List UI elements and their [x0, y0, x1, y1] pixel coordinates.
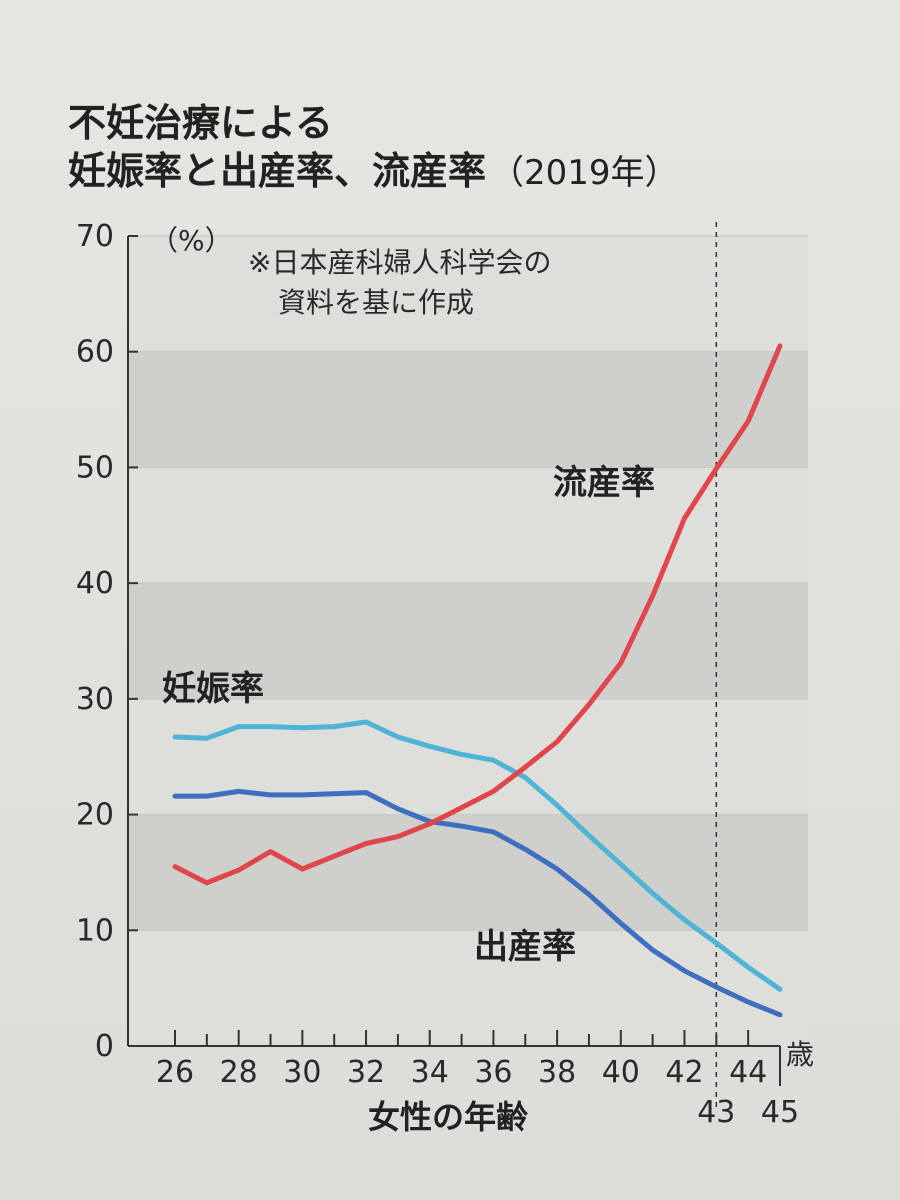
chart-title-line2: 妊娠率と出産率、流産率 （2019年） — [68, 140, 679, 195]
y-tick-label-20: 20 — [76, 798, 114, 833]
axes — [127, 235, 781, 1086]
x-tick-label-40: 40 — [602, 1055, 640, 1090]
y-axis-unit: （%） — [150, 224, 233, 257]
y-tick-label-70: 70 — [76, 219, 114, 254]
x-tick-label-lower-45: 45 — [761, 1095, 799, 1130]
source-note-line2: 資料を基に作成 — [278, 286, 474, 319]
band-1 — [128, 814, 808, 931]
series-line-miscarriage-rate — [172, 343, 783, 886]
y-tick-labels: 0 10 20 30 40 50 60 70 — [76, 219, 114, 1064]
series-lines — [172, 343, 783, 1018]
y-tick-label-0: 0 — [95, 1029, 114, 1064]
x-tick-label-28: 28 — [220, 1055, 258, 1090]
band-3 — [128, 583, 808, 699]
y-tick-label-60: 60 — [76, 335, 114, 370]
band-6 — [128, 236, 808, 352]
chart-title-line1: 不妊治療による — [68, 101, 333, 145]
band-0 — [128, 930, 808, 1046]
x-tick-label-44: 44 — [729, 1055, 767, 1090]
x-tick-label-42: 42 — [665, 1055, 703, 1090]
y-tick-label-30: 30 — [76, 682, 114, 717]
horizontal-gridlines — [128, 235, 808, 931]
series-line-pregnancy-rate — [172, 719, 783, 992]
x-tick-labels: 26 28 30 32 34 36 38 40 42 44 43 45 — [156, 1055, 799, 1130]
y-tick-label-40: 40 — [76, 566, 114, 601]
background-bands — [128, 236, 808, 1046]
x-tick-label-32: 32 — [347, 1055, 385, 1090]
x-tick-label-38: 38 — [538, 1055, 576, 1090]
x-axis-label: 女性の年齢 — [368, 1098, 528, 1136]
x-tick-label-lower-43: 43 — [697, 1095, 735, 1130]
x-axis-unit: 歳 — [786, 1038, 814, 1071]
y-tick-label-10: 10 — [76, 913, 114, 948]
series-label-miscarriage-rate: 流産率 — [553, 463, 655, 503]
x-tick-label-30: 30 — [283, 1055, 321, 1090]
series-label-birth-rate: 出産率 — [474, 927, 576, 967]
chart-title-year: （2019年） — [490, 153, 679, 193]
series-label-pregnancy-rate: 妊娠率 — [162, 669, 264, 709]
x-tick-label-36: 36 — [474, 1055, 512, 1090]
x-tick-label-34: 34 — [411, 1055, 449, 1090]
band-4 — [128, 467, 808, 584]
x-tick-label-26: 26 — [156, 1055, 194, 1090]
band-5 — [128, 351, 808, 468]
chart-title-main: 妊娠率と出産率、流産率 — [68, 149, 487, 193]
series-line-birth-rate — [172, 788, 783, 1018]
source-note-line1: ※日本産科婦人科学会の — [248, 246, 551, 279]
y-tick-label-50: 50 — [76, 450, 114, 485]
